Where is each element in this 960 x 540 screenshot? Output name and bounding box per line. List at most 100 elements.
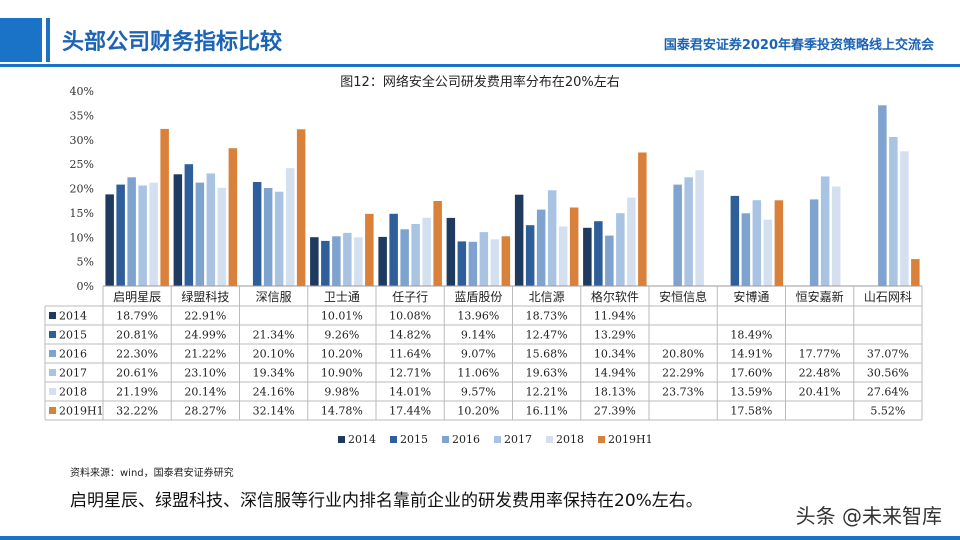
data-label: 27.64% (867, 386, 909, 399)
data-label: 18.49% (730, 329, 772, 342)
conclusion-text: 启明星辰、绿盟科技、深信服等行业内排名靠前企业的研发费用率保持在20%左右。 (70, 491, 703, 511)
legend-label: 2014 (348, 433, 376, 446)
bar-2017-6 (547, 190, 557, 286)
x-tick-label: 山石网科 (864, 290, 912, 304)
bar-2018-11 (900, 151, 909, 286)
bar-2018-2 (285, 168, 295, 286)
legend-swatch-2017 (494, 436, 501, 443)
data-label: 21.19% (116, 386, 158, 399)
y-tick-label: 40% (70, 85, 94, 98)
data-label: 9.98% (324, 386, 359, 399)
data-label: 13.96% (457, 310, 499, 323)
bar-2019H1-9 (774, 200, 784, 286)
data-label: 18.73% (526, 310, 568, 323)
bar-2017-8 (684, 177, 693, 286)
legend-label: 2016 (452, 433, 480, 446)
legend-swatch-2014 (338, 436, 345, 443)
bar-2015-7 (594, 221, 603, 286)
bar-2019H1-3 (365, 213, 374, 286)
table-legend-key-2015 (49, 331, 56, 338)
bar-2016-3 (332, 236, 341, 286)
y-tick-label: 0% (77, 280, 94, 293)
x-tick-label: 格尔软件 (591, 289, 639, 304)
y-tick-label: 15% (70, 207, 94, 220)
legend-label: 2015 (400, 433, 428, 446)
bar-2015-9 (730, 195, 740, 286)
bar-2018-7 (627, 197, 636, 286)
bar-2014-7 (583, 227, 592, 286)
data-label: 22.30% (116, 348, 158, 361)
bar-2015-0 (116, 184, 125, 286)
bar-2017-4 (411, 224, 420, 286)
data-label: 11.94% (594, 310, 636, 323)
data-label: 19.63% (526, 367, 568, 380)
bar-2015-1 (184, 164, 194, 286)
bar-2014-0 (105, 194, 114, 286)
bar-2014-6 (514, 194, 524, 286)
watermark: 头条 @未来智库 (795, 504, 942, 528)
x-tick-label: 安博通 (733, 289, 769, 304)
bar-2017-1 (206, 173, 216, 286)
bar-2018-9 (763, 219, 773, 286)
data-label: 20.61% (116, 367, 158, 380)
bar-2017-0 (138, 185, 147, 286)
table-legend-key-2017 (49, 369, 56, 376)
header-divider (0, 64, 960, 67)
data-label: 22.91% (184, 310, 226, 323)
data-label: 17.77% (799, 348, 841, 361)
bar-2018-1 (217, 187, 227, 286)
bar-2019H1-11 (911, 259, 920, 286)
data-label: 19.34% (253, 367, 295, 380)
data-label: 12.71% (389, 367, 431, 380)
bar-2018-3 (354, 237, 363, 286)
bar-2018-5 (490, 239, 500, 286)
source-note: 资料来源：wind，国泰君安证券研究 (70, 468, 234, 479)
bar-2019H1-0 (160, 128, 169, 286)
data-label: 32.14% (253, 405, 295, 418)
data-label: 10.20% (321, 348, 363, 361)
y-tick-label: 10% (70, 231, 94, 244)
bar-2018-8 (695, 170, 704, 286)
data-label: 20.80% (662, 348, 704, 361)
legend-label: 2019H1 (608, 433, 653, 446)
table-row-label: 2017 (59, 367, 87, 380)
data-label: 22.48% (799, 367, 841, 380)
bar-2018-4 (422, 217, 431, 286)
data-label: 32.22% (116, 405, 158, 418)
bar-2016-5 (468, 241, 478, 286)
data-label: 10.20% (457, 405, 499, 418)
bar-2016-0 (127, 177, 136, 286)
bar-2016-11 (878, 105, 887, 286)
data-label: 15.68% (526, 348, 568, 361)
data-label: 13.29% (594, 329, 636, 342)
bar-2015-4 (389, 213, 398, 286)
bar-2017-11 (889, 137, 898, 286)
table-legend-key-2018 (49, 388, 56, 395)
legend-label: 2018 (556, 433, 584, 446)
bar-2014-5 (446, 217, 456, 286)
data-label: 12.21% (526, 386, 568, 399)
data-label: 10.90% (321, 367, 363, 380)
y-tick-label: 30% (70, 134, 94, 147)
y-tick-label: 25% (70, 158, 94, 171)
figure-title: 图12：网络安全公司研发费用率分布在20%左右 (340, 75, 620, 90)
table-row-label: 2019H1 (59, 405, 104, 418)
x-tick-label: 深信服 (256, 290, 292, 304)
data-label: 20.14% (184, 386, 226, 399)
data-label: 9.07% (461, 348, 496, 361)
data-label: 14.91% (730, 348, 772, 361)
data-label: 37.07% (867, 348, 909, 361)
data-label: 10.34% (594, 348, 636, 361)
bar-2014-4 (378, 236, 387, 286)
data-label: 23.73% (662, 386, 704, 399)
data-label: 20.41% (799, 386, 841, 399)
bar-2019H1-1 (228, 148, 238, 286)
y-tick-label: 20% (70, 183, 94, 196)
bar-2015-3 (321, 240, 330, 286)
data-label: 20.10% (253, 348, 295, 361)
bar-2015-2 (252, 182, 262, 286)
header-accent-stripe (46, 18, 50, 62)
bar-2015-6 (525, 225, 535, 286)
bar-2019H1-4 (433, 201, 442, 286)
data-label: 17.58% (730, 405, 772, 418)
